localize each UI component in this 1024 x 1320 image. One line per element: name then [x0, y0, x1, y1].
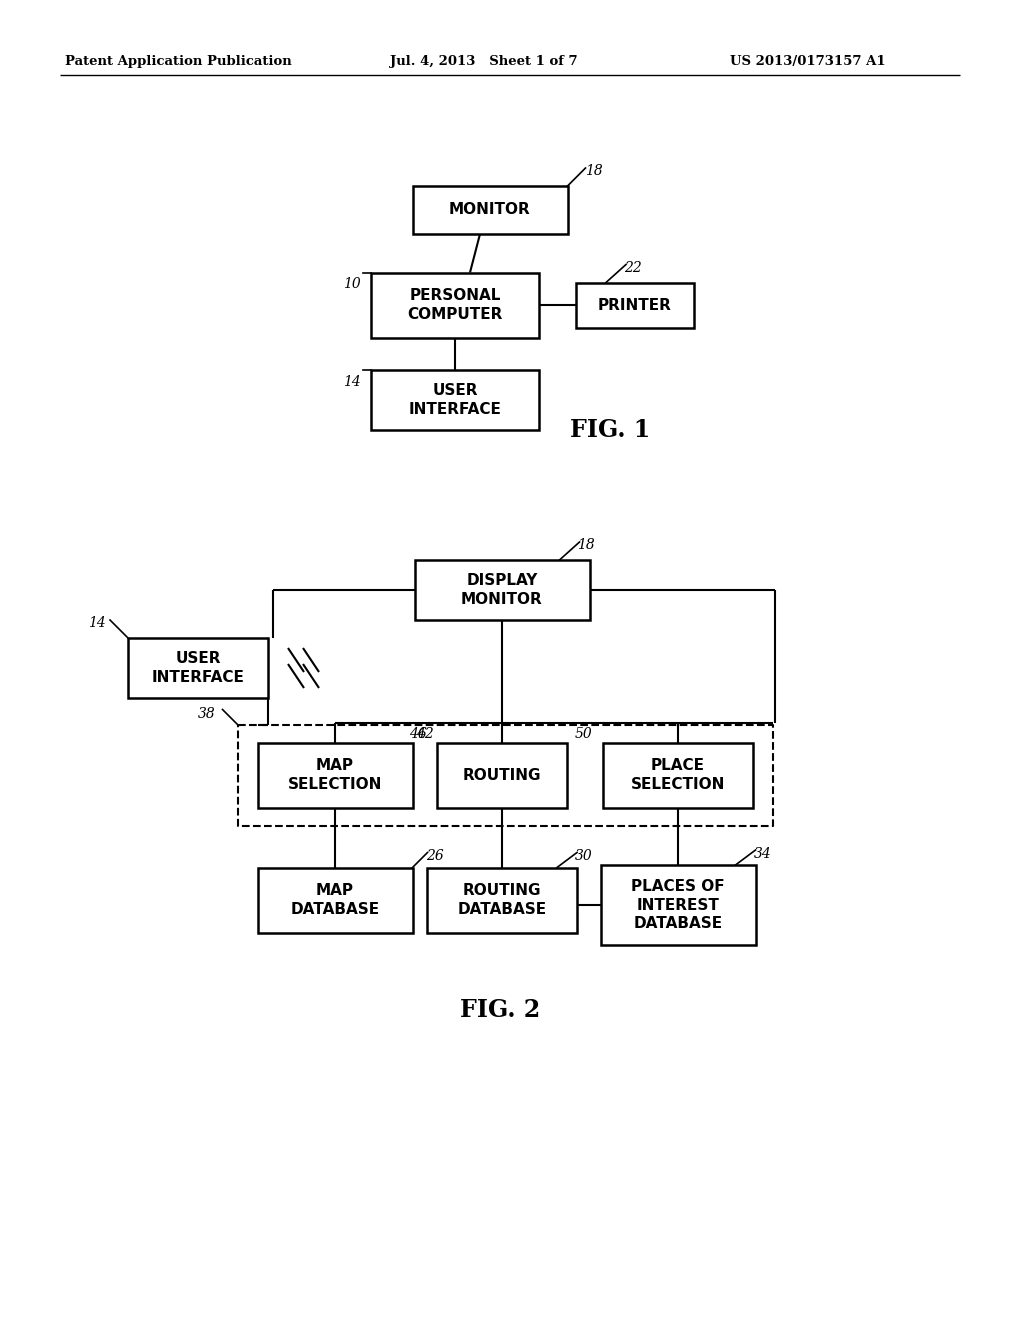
Bar — [415, 560, 590, 620]
Text: 46: 46 — [409, 726, 427, 741]
Text: USER
INTERFACE: USER INTERFACE — [409, 383, 502, 417]
Text: FIG. 2: FIG. 2 — [460, 998, 540, 1022]
Text: Jul. 4, 2013   Sheet 1 of 7: Jul. 4, 2013 Sheet 1 of 7 — [390, 55, 578, 69]
Text: Patent Application Publication: Patent Application Publication — [65, 55, 292, 69]
Text: PLACES OF
INTEREST
DATABASE: PLACES OF INTEREST DATABASE — [631, 879, 725, 931]
Text: FIG. 1: FIG. 1 — [570, 418, 650, 442]
Text: USER
INTERFACE: USER INTERFACE — [152, 651, 245, 685]
Text: MAP
SELECTION: MAP SELECTION — [288, 758, 382, 792]
Text: DISPLAY
MONITOR: DISPLAY MONITOR — [461, 573, 543, 607]
Bar — [600, 865, 756, 945]
Bar — [257, 742, 413, 808]
Text: MONITOR: MONITOR — [450, 202, 530, 218]
Bar — [437, 742, 567, 808]
Text: 18: 18 — [586, 164, 603, 178]
Text: PLACE
SELECTION: PLACE SELECTION — [631, 758, 725, 792]
Bar — [603, 742, 753, 808]
Bar — [427, 867, 577, 932]
Text: 42: 42 — [417, 726, 434, 741]
Text: ROUTING
DATABASE: ROUTING DATABASE — [458, 883, 547, 917]
Text: 30: 30 — [575, 850, 593, 863]
Text: US 2013/0173157 A1: US 2013/0173157 A1 — [730, 55, 886, 69]
Text: 50: 50 — [575, 726, 593, 741]
Text: 34: 34 — [754, 847, 771, 861]
Text: 26: 26 — [427, 850, 444, 863]
Text: PERSONAL
COMPUTER: PERSONAL COMPUTER — [408, 288, 503, 322]
Bar — [128, 638, 268, 698]
Bar — [371, 272, 539, 338]
Bar — [257, 867, 413, 932]
Text: 14: 14 — [343, 375, 360, 389]
Bar — [575, 282, 694, 327]
Text: 22: 22 — [624, 260, 642, 275]
Text: PRINTER: PRINTER — [598, 297, 672, 313]
Bar — [371, 370, 539, 430]
Text: 14: 14 — [88, 616, 105, 630]
Bar — [413, 186, 567, 234]
Text: 10: 10 — [343, 277, 360, 292]
Text: ROUTING: ROUTING — [463, 767, 542, 783]
Text: 18: 18 — [578, 539, 595, 552]
Text: MAP
DATABASE: MAP DATABASE — [291, 883, 380, 917]
Text: 38: 38 — [198, 706, 215, 721]
